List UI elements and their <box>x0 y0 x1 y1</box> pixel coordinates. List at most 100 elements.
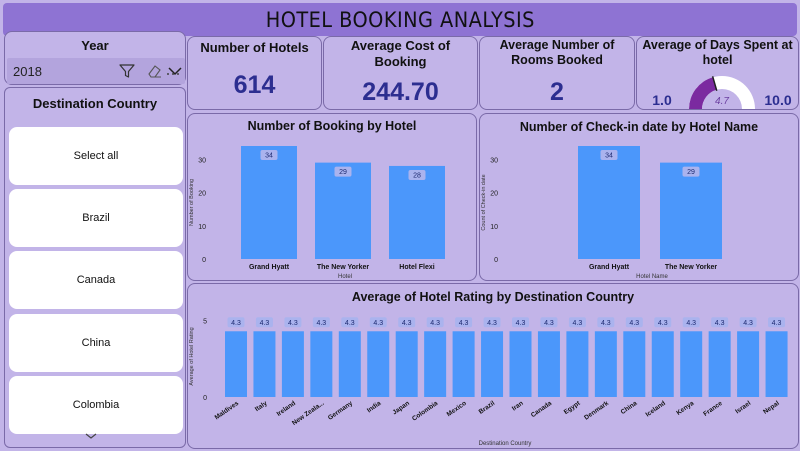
data-label: 4.3 <box>231 320 241 327</box>
bar <box>253 331 276 397</box>
x-tick-label: Colombia <box>411 400 440 423</box>
kpi-card-avg-cost: Average Cost of Booking 244.70 <box>323 36 478 110</box>
bar <box>680 331 703 397</box>
data-label: 4.3 <box>260 320 270 327</box>
data-label: 4.3 <box>601 320 611 327</box>
y-axis-title: Average of Hotel Rating <box>189 327 195 385</box>
data-label: 34 <box>605 153 613 160</box>
x-axis-title: Destination Country <box>479 441 532 447</box>
destination-item-label: Colombia <box>72 399 120 411</box>
data-label: 29 <box>687 169 695 176</box>
kpi-avg-cost-label: Average Cost of Booking <box>350 38 451 69</box>
data-label-bg <box>455 317 473 328</box>
destination-item-canada[interactable]: Canada <box>9 251 183 309</box>
bar <box>310 331 333 397</box>
x-tick-label: Iceland <box>645 400 667 419</box>
scroll-down-icon[interactable] <box>84 431 98 441</box>
bar <box>566 331 589 397</box>
bar <box>225 331 247 397</box>
x-tick-label: Mexico <box>446 400 468 418</box>
x-tick-label: Canada <box>530 400 554 419</box>
data-label: 4.3 <box>686 320 696 327</box>
y-tick-label: 0 <box>202 257 206 264</box>
chart-checkins-title: Number of Check-in date by Hotel Name <box>519 120 759 134</box>
x-tick-label: Germany <box>327 400 354 422</box>
bar <box>281 331 304 397</box>
chart-checkins-by-hotel: Number of Check-in date by Hotel Name 0 1… <box>479 113 799 281</box>
x-tick-label: Egypt <box>563 399 582 416</box>
data-label-bg <box>255 317 273 328</box>
destination-item-colombia[interactable]: Colombia <box>9 376 183 434</box>
data-label-bg <box>483 317 501 328</box>
bar <box>594 331 617 397</box>
data-label: 4.3 <box>715 320 725 327</box>
data-label: 4.3 <box>459 320 469 327</box>
bar <box>395 331 418 397</box>
data-label: 4.3 <box>316 320 326 327</box>
year-dropdown[interactable]: 2018 <box>7 58 185 84</box>
y-tick-label: 20 <box>490 191 498 198</box>
y-tick-label: 5 <box>203 319 207 326</box>
data-label-bg <box>597 317 615 328</box>
x-tick-label: Grand Hyatt <box>589 264 630 271</box>
bar <box>424 331 447 397</box>
destination-item-brazil[interactable]: Brazil <box>9 189 183 247</box>
kpi-card-avg-days: Average of Days Spent at hotel 4.7 1.0 1… <box>636 36 799 110</box>
days-gauge: 4.7 1.0 10.0 <box>652 76 792 109</box>
data-label-bg <box>512 317 529 328</box>
data-label-bg <box>398 317 416 328</box>
eraser-icon[interactable] <box>146 63 162 79</box>
destination-item-label: Select all <box>73 150 119 162</box>
destination-item-china[interactable]: China <box>9 314 183 372</box>
y-tick-label: 0 <box>203 395 207 402</box>
bar <box>338 331 361 397</box>
y-tick-label: 10 <box>198 224 206 231</box>
chart-rating-title: Average of Hotel Rating by Destination C… <box>351 290 635 304</box>
data-label: 34 <box>265 153 273 160</box>
kpi-card-hotels: Number of Hotels 614 <box>187 36 322 110</box>
chart-bookings-plot: 0 10 20 30 Number of Booking Hotel 34 Grand Hya… <box>189 146 445 280</box>
bar <box>241 146 297 259</box>
report-title: HOTEL BOOKING ANALYSIS <box>265 7 535 32</box>
kpi-hotels-value: 614 <box>233 71 276 99</box>
data-label: 4.3 <box>373 320 383 327</box>
data-label: 4.3 <box>743 320 753 327</box>
kpi-avg-rooms-label: Average Number of Rooms Booked <box>499 38 615 67</box>
filter-icon[interactable] <box>119 63 135 79</box>
x-tick-label: Japan <box>391 400 410 417</box>
data-label-bg <box>540 317 558 328</box>
destination-item-label: Brazil <box>82 212 110 224</box>
data-label-bg <box>341 317 359 328</box>
bar <box>481 331 504 397</box>
data-label: 4.3 <box>402 320 412 327</box>
bar <box>623 331 646 397</box>
x-tick-label: Israel <box>734 400 752 416</box>
more-options-icon[interactable] <box>166 72 180 76</box>
data-label-bg <box>682 166 700 177</box>
data-label: 4.3 <box>629 320 639 327</box>
chevron-down-icon[interactable] <box>167 63 183 79</box>
gauge-value-label: 4.7 <box>715 96 729 107</box>
data-label-bg <box>369 317 387 328</box>
year-slicer: Year 2018 <box>4 31 186 85</box>
data-label: 28 <box>413 172 421 179</box>
chart-bookings-by-hotel: Number of Booking by Hotel 0 10 20 30 Number… <box>187 113 477 281</box>
destination-slicer-label: Destination Country <box>32 96 158 111</box>
x-tick-label: Iran <box>511 400 525 413</box>
x-axis-title: Hotel <box>338 274 352 280</box>
bar <box>708 331 731 397</box>
destination-item-label: Canada <box>76 274 116 286</box>
kpi-avg-rooms-value: 2 <box>550 78 564 106</box>
y-tick-label: 20 <box>198 191 206 198</box>
destination-item-select-all[interactable]: Select all <box>9 127 183 185</box>
destination-slicer: Destination Country Select all Brazil Ca… <box>4 87 186 448</box>
chart-checkins-plot: 0 10 20 30 Count of Check-in date Hotel Name 3… <box>481 146 722 280</box>
x-tick-label: Hotel Flexi <box>399 264 434 271</box>
x-tick-label: Denmark <box>583 400 610 422</box>
destination-item-label: China <box>81 337 111 349</box>
bar <box>737 331 760 397</box>
x-tick-label: Kenya <box>675 400 695 417</box>
bar <box>578 146 640 259</box>
chart-bookings-title: Number of Booking by Hotel <box>247 119 417 133</box>
bar <box>509 331 532 397</box>
